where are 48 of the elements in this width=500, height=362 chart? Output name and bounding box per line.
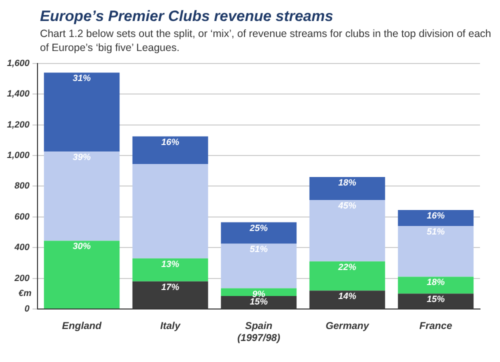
- x-tick-label: Italy: [160, 321, 181, 332]
- bar: [44, 152, 120, 242]
- bar: [398, 277, 474, 294]
- annotation: 15%: [250, 296, 268, 307]
- x-tick-label: Germany: [326, 321, 370, 332]
- y-tick-label: 1,400: [6, 88, 30, 99]
- bar: [44, 241, 120, 309]
- y-tick-label: 1,200: [6, 120, 30, 130]
- y-axis-title: €m: [18, 288, 32, 298]
- bar: [398, 226, 474, 278]
- annotation: 39%: [72, 152, 91, 162]
- y-tick-label: 600: [14, 212, 30, 222]
- y-tick-label: 0: [24, 304, 30, 314]
- bar: [309, 177, 386, 200]
- annotation: 16%: [426, 210, 445, 221]
- annotation: 45%: [337, 200, 356, 211]
- bar: [309, 200, 386, 262]
- annotation: 18%: [338, 178, 356, 188]
- y-tick-label: 800: [14, 181, 30, 192]
- annotation: 22%: [337, 262, 356, 272]
- bar: [132, 258, 208, 282]
- bar: [220, 222, 297, 244]
- annotation: 13%: [161, 259, 180, 270]
- y-tick-label: 200: [13, 273, 30, 284]
- annotation: 51%: [426, 226, 445, 237]
- annotation: 25%: [248, 223, 268, 234]
- y-tick-label: 400: [13, 242, 30, 252]
- bar: [132, 164, 208, 259]
- x-tick-label: England: [62, 321, 102, 332]
- x-tick-label: Spain (1997/98): [237, 321, 281, 344]
- bar: [44, 72, 120, 152]
- annotation: 16%: [161, 137, 180, 148]
- bar: [132, 136, 208, 164]
- bar: [398, 210, 474, 226]
- y-tick-label: 1,600: [6, 58, 30, 68]
- chart-title: Europe’s Premier Clubs revenue streams: [40, 8, 334, 25]
- annotation: 14%: [338, 291, 356, 302]
- annotation: 17%: [161, 282, 180, 292]
- annotation: 31%: [72, 73, 91, 84]
- bar: [309, 262, 386, 291]
- annotation: 18%: [426, 278, 445, 288]
- annotation: 30%: [72, 242, 91, 252]
- x-tick-label: France: [419, 321, 453, 332]
- chart-subtitle: Chart 1.2 below sets out the split, or ‘mix’, of revenue streams for clubs in the top division of each of Europe’s ‘big five’ Leagues.: [40, 27, 492, 56]
- annotation: 51%: [250, 244, 268, 255]
- y-tick-label: 1,000: [6, 150, 30, 160]
- bar: [220, 244, 297, 289]
- annotation: 15%: [426, 294, 445, 304]
